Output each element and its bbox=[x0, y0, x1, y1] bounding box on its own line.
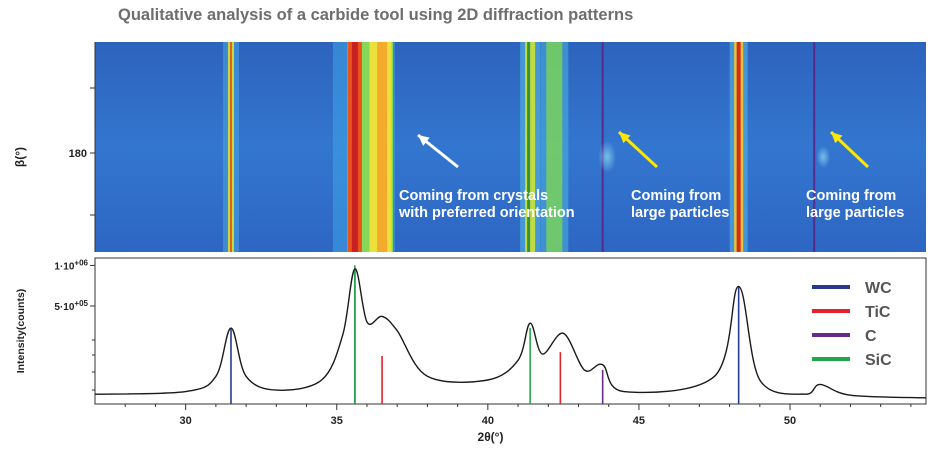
heatmap-y-tick-label: 180 bbox=[69, 148, 87, 160]
annotation-large-particles: Coming from large particles bbox=[631, 188, 729, 222]
chart-title: Qualitative analysis of a carbide tool u… bbox=[118, 6, 634, 24]
legend: WC TiC C SiC bbox=[812, 280, 892, 369]
heatmap-y-axis-label: β(°) bbox=[13, 147, 27, 167]
ring-core bbox=[527, 42, 531, 252]
particle-spot bbox=[816, 146, 831, 168]
y-tick-label: 5·10+05 bbox=[54, 299, 88, 313]
legend-label-wc: WC bbox=[865, 280, 892, 297]
legend-label-sic: SiC bbox=[865, 352, 892, 369]
annotation-preferred-orientation: Coming from crystals with preferred orie… bbox=[399, 188, 575, 222]
intensity-curve bbox=[94, 268, 927, 399]
diffraction-image: 180 β(°) bbox=[13, 42, 926, 252]
annotation-arrow bbox=[829, 130, 870, 169]
ring-core bbox=[351, 42, 358, 252]
annotation-arrow bbox=[617, 130, 659, 169]
arrow-head bbox=[619, 132, 631, 144]
y-tick-label: 1·10+06 bbox=[54, 258, 88, 272]
x-axis-label: 2θ(°) bbox=[478, 430, 504, 444]
intensity-plot: 30 35 40 45 50 2θ(°) 1·10+06 5·10+05 Intensity(c… bbox=[15, 257, 927, 444]
y-axis-label: Intensity(counts) bbox=[15, 289, 27, 374]
x-tick-label: 50 bbox=[784, 415, 796, 427]
arrow-head bbox=[831, 132, 843, 144]
particle-spot bbox=[598, 141, 617, 173]
annotation-line-1: Coming from crystals bbox=[399, 188, 549, 204]
annotation-line-1: Coming from bbox=[806, 188, 897, 204]
annotation-line-2: large particles bbox=[806, 205, 905, 221]
annotation-arrow bbox=[417, 133, 459, 169]
annotation-line-2: with preferred orientation bbox=[399, 205, 575, 221]
arrow-head bbox=[418, 135, 430, 146]
ring-core bbox=[377, 42, 388, 252]
ring bbox=[525, 42, 536, 252]
annotation-line-2: large particles bbox=[631, 205, 730, 221]
annotation-large-particles: Coming from large particles bbox=[806, 188, 904, 222]
plot-frame bbox=[94, 257, 927, 405]
ring-core bbox=[229, 42, 232, 252]
x-tick-label: 40 bbox=[482, 415, 494, 427]
x-tick-label: 35 bbox=[331, 415, 343, 427]
x-tick-label: 45 bbox=[633, 415, 645, 427]
x-tick-label: 30 bbox=[180, 415, 192, 427]
legend-label-tic: TiC bbox=[865, 304, 891, 321]
ring bbox=[546, 42, 563, 252]
annotation-line-1: Coming from bbox=[631, 188, 722, 204]
ring-core bbox=[736, 42, 741, 252]
legend-label-c: C bbox=[865, 328, 877, 345]
